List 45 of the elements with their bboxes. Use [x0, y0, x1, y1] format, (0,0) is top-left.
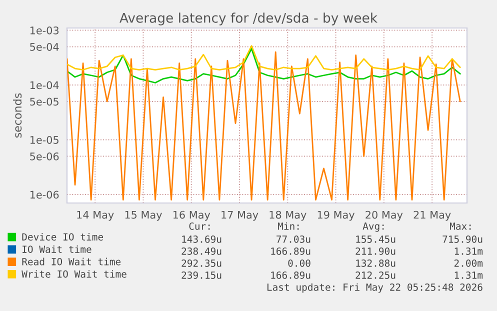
y-axis-title: seconds — [13, 93, 22, 138]
y-tick-label: 5e-06 — [30, 152, 59, 160]
text: Max: — [450, 222, 471, 230]
y-tick-label: 5e-05 — [30, 98, 58, 106]
y-tick-label: 1e-05 — [30, 136, 58, 144]
y-tick-label: 1e-06 — [30, 190, 59, 199]
text: 166.89u — [271, 247, 310, 255]
text: 211.90u — [356, 247, 396, 255]
x-tick-label: 19 May — [318, 210, 355, 221]
text: 1.31m — [454, 247, 483, 255]
text: 238.49u — [182, 247, 222, 255]
text: 212.25u — [356, 271, 396, 279]
legend-label: Read IO Wait time — [22, 258, 121, 266]
y-tick-label: 1e-03 — [30, 26, 59, 34]
text: 715.90u — [442, 235, 482, 243]
x-tick-label: 18 May — [270, 210, 306, 221]
chart-title: Average latency for /dev/sda - by week — [120, 12, 378, 26]
text: 239.15u — [182, 271, 222, 279]
x-tick-label: 14 May — [77, 210, 114, 221]
text: 155.45u — [356, 236, 396, 243]
text: 166.89u — [271, 271, 310, 279]
text: Avg: — [362, 222, 384, 232]
x-tick-label: 15 May — [125, 210, 162, 221]
text: 2.00m — [454, 259, 483, 267]
line-series — [67, 48, 461, 84]
legend-label: IO Wait time — [22, 245, 92, 253]
x-tick-label: 16 May — [173, 210, 210, 221]
text: Cur: — [189, 222, 210, 230]
y-tick-label: 1e-04 — [30, 81, 59, 90]
text: 292.35u — [182, 259, 222, 267]
text: 132.88u — [356, 259, 396, 267]
text: Min: — [278, 222, 299, 230]
text: Last update: Fri May 22 05:25:48 2026 — [267, 283, 482, 293]
text: 1.31m — [454, 271, 483, 279]
x-tick-label: 17 May — [222, 210, 258, 221]
legend-label: Write IO Wait time — [22, 270, 126, 278]
line-series — [67, 51, 461, 201]
x-tick-label: 20 May — [366, 210, 403, 221]
y-tick-label: 5e-04 — [30, 42, 59, 51]
x-tick-label: 21 May — [414, 210, 451, 221]
text: 0.00 — [288, 259, 310, 267]
legend-label: Device IO time — [22, 233, 103, 241]
line-series — [67, 45, 461, 70]
text: 77.03u — [276, 235, 310, 243]
text: 143.69u — [182, 235, 222, 243]
